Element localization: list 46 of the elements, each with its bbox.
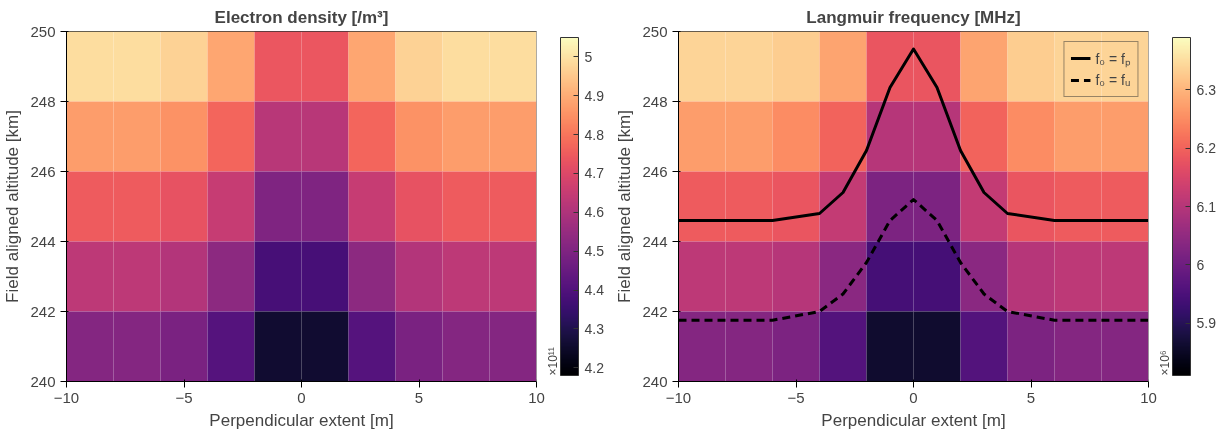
- y-tick-label: 240: [30, 372, 56, 390]
- color-bar-label: 4.4: [584, 282, 605, 299]
- y-tick-label: 242: [30, 302, 56, 320]
- x-tick-label: 10: [1140, 388, 1157, 406]
- x-tick-label: −5: [787, 388, 805, 406]
- y-axis-title: Field aligned altitude [km]: [615, 110, 635, 303]
- x-tick-label: −5: [175, 388, 193, 406]
- y-tick-label: 244: [30, 232, 56, 250]
- color-bar-label: 4.9: [584, 87, 605, 104]
- chart-title: Electron density [/m³]: [214, 7, 389, 27]
- x-tick-label: −10: [53, 388, 80, 406]
- y-tick-label: 242: [642, 302, 668, 320]
- color-bar-label: 5: [584, 48, 593, 65]
- y-tick-label: 240: [642, 372, 668, 390]
- color-bar-label: 6.3: [1196, 81, 1217, 98]
- legend-label: f₀ = fₚ: [1095, 49, 1131, 68]
- x-tick-label: 0: [909, 388, 918, 406]
- y-tick-label: 250: [30, 22, 56, 40]
- color-bar-label: 5.9: [1196, 315, 1217, 332]
- x-tick-label: 10: [528, 388, 545, 406]
- x-axis-title: Perpendicular extent [m]: [209, 410, 394, 430]
- color-bar-label: 6.2: [1196, 140, 1217, 157]
- color-bar-label: 4.6: [584, 204, 605, 221]
- x-tick-label: 5: [1026, 388, 1036, 406]
- y-tick-label: 248: [30, 92, 56, 110]
- y-tick-label: 244: [642, 232, 668, 250]
- color-bar-label: 6: [1196, 256, 1205, 273]
- y-tick-label: 248: [642, 92, 668, 110]
- x-tick-label: 0: [297, 388, 306, 406]
- color-bar-label: 4.3: [584, 320, 605, 337]
- chart-title: Langmuir frequency [MHz]: [806, 7, 1021, 27]
- color-bar-label: 4.5: [584, 243, 605, 260]
- y-tick-label: 246: [30, 162, 56, 180]
- color-bar-label: 4.7: [584, 165, 605, 182]
- y-axis-title: Field aligned altitude [km]: [3, 110, 23, 303]
- legend-label: f₀ = fᵤ: [1095, 72, 1131, 88]
- color-bar-title: ×10⁶: [1157, 350, 1172, 376]
- x-tick-label: −10: [665, 388, 692, 406]
- color-bar-label: 6.1: [1196, 198, 1217, 215]
- x-axis-title: Perpendicular extent [m]: [821, 410, 1006, 430]
- y-tick-label: 250: [642, 22, 668, 40]
- x-tick-label: 5: [414, 388, 424, 406]
- color-bar-label: 4.8: [584, 126, 605, 143]
- y-tick-label: 246: [642, 162, 668, 180]
- color-bar-title: ×10¹¹: [545, 347, 560, 376]
- color-bar-label: 4.2: [584, 359, 605, 376]
